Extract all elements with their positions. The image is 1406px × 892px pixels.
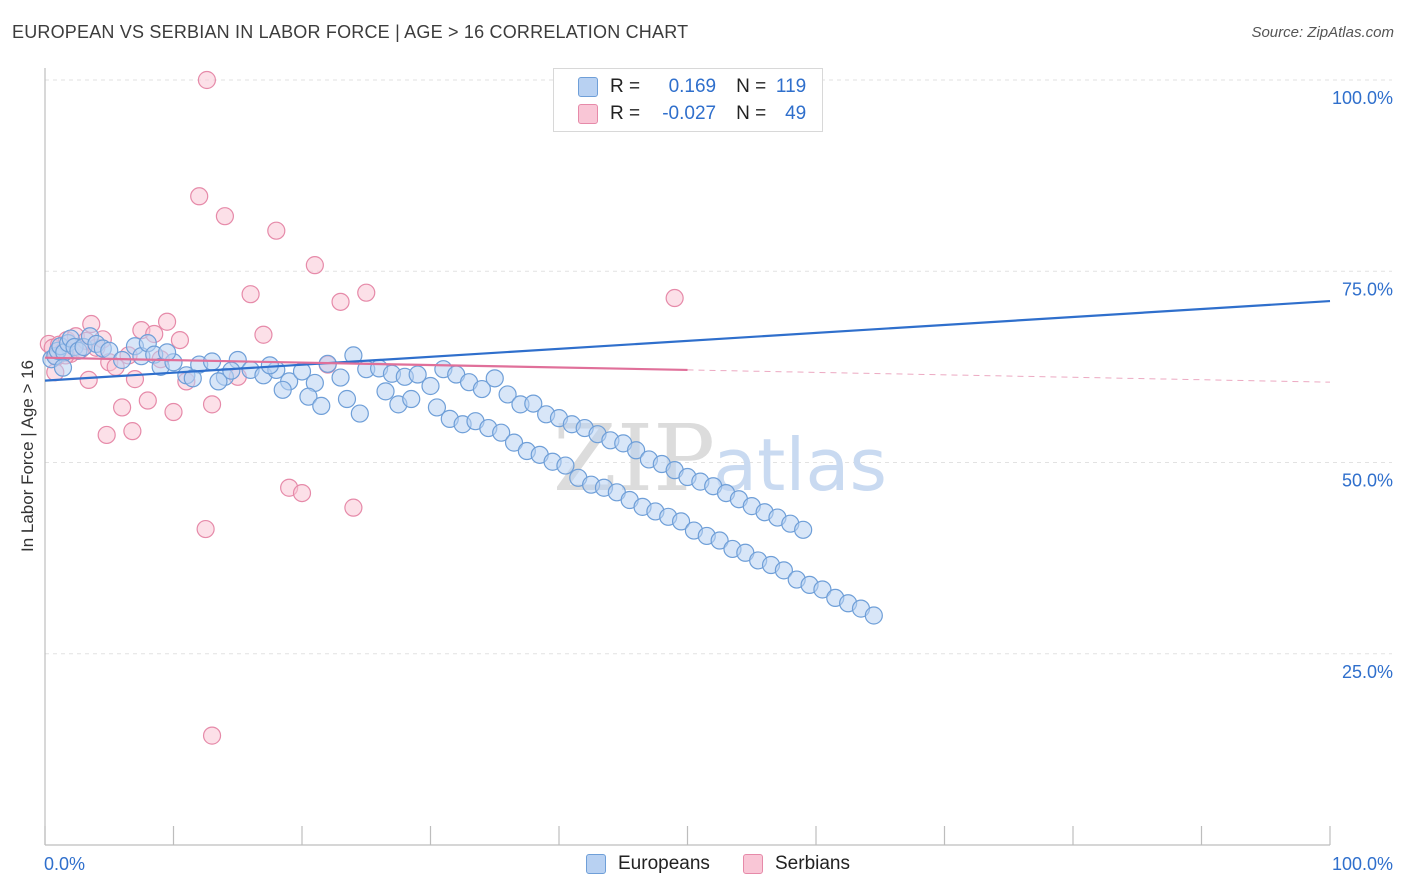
serbians-point-46 [202, 726, 222, 745]
serbians-n-label: N = [736, 103, 767, 124]
legend-row-europeans: R = 0.169 N = 119 [578, 75, 806, 99]
europeans-point-48 [524, 394, 543, 413]
europeans-point-80 [350, 404, 369, 423]
europeans-point-84 [427, 398, 447, 417]
serbians-trend-extension [687, 369, 1331, 383]
serbians-point-43 [97, 425, 116, 445]
europeans-point-78 [312, 396, 331, 415]
serbians-point-47 [197, 70, 217, 90]
europeans-legend-label: Europeans [618, 853, 710, 874]
europeans-point-106 [710, 531, 729, 550]
grid-lines [45, 79, 1392, 655]
serbians-point-42 [79, 370, 98, 389]
europeans-point-69 [794, 520, 813, 539]
serbians-n-value: 49 [785, 103, 807, 124]
legend-item-europeans[interactable]: Europeans [586, 852, 710, 876]
series-europeans-points [42, 327, 883, 625]
europeans-point-39 [408, 365, 427, 384]
europeans-point-114 [813, 580, 832, 599]
europeans-trend-line [44, 299, 1331, 382]
europeans-point-71 [157, 343, 177, 362]
europeans-point-79 [337, 389, 357, 409]
europeans-r-label: R = [610, 76, 641, 97]
europeans-point-74 [222, 361, 241, 380]
europeans-point-83 [402, 389, 421, 409]
y-tick-label-2: 75.0% [1342, 279, 1393, 299]
europeans-point-90 [504, 433, 524, 452]
serbians-point-34 [292, 484, 312, 503]
y-tick-label-1: 50.0% [1342, 471, 1393, 491]
europeans-point-46 [498, 385, 517, 404]
x-tick-label-1: 100.0% [1332, 854, 1393, 874]
serbians-point-27 [202, 395, 222, 414]
europeans-point-56 [626, 441, 646, 460]
serbians-point-19 [138, 391, 157, 410]
serbians-point-48 [665, 288, 684, 308]
europeans-n-label: N = [736, 76, 767, 97]
europeans-point-72 [183, 369, 202, 388]
x-tick-label-0: 0.0% [44, 854, 85, 874]
y-tick-label-3: 100.0% [1332, 88, 1393, 108]
serbians-r-label: R = [610, 103, 641, 124]
europeans-legend-swatch [586, 854, 606, 874]
trend-lines [44, 299, 1331, 383]
europeans-point-94 [556, 456, 575, 475]
serbians-legend-label: Serbians [775, 853, 850, 874]
serbians-point-24 [170, 331, 190, 350]
europeans-point-76 [273, 380, 292, 399]
serbians-point-39 [357, 283, 376, 302]
serbians-point-30 [241, 285, 260, 304]
europeans-point-44 [472, 379, 491, 399]
europeans-point-77 [299, 387, 318, 406]
europeans-point-73 [209, 372, 228, 391]
legend-item-serbians[interactable]: Serbians [743, 852, 850, 876]
europeans-r-value: 0.169 [668, 76, 717, 97]
serbians-trend-line [44, 356, 688, 372]
serbians-point-17 [125, 370, 145, 389]
europeans-n-value: 119 [775, 76, 807, 97]
serbians-legend-swatch [743, 854, 763, 874]
europeans-point-111 [774, 561, 793, 580]
serbians-point-45 [196, 519, 215, 539]
serbians-point-38 [344, 498, 363, 517]
serbians-point-37 [331, 292, 350, 311]
serbians-point-23 [164, 402, 183, 422]
europeans-swatch [578, 77, 598, 97]
axes [44, 68, 1331, 846]
europeans-point-70 [53, 358, 73, 377]
y-axis-label: In Labor Force | Age > 16 [18, 359, 37, 553]
europeans-point-81 [376, 382, 395, 401]
europeans-point-40 [421, 376, 440, 396]
correlation-legend: R = 0.169 N = 119 R = -0.027 N = 49 [553, 68, 823, 132]
serbians-point-22 [157, 312, 177, 331]
legend-row-serbians: R = -0.027 N = 49 [578, 102, 806, 126]
chart-title: EUROPEAN VS SERBIAN IN LABOR FORCE | AGE… [12, 22, 689, 42]
europeans-point-33 [331, 368, 350, 387]
europeans-point-103 [671, 512, 691, 531]
serbians-r-value: -0.027 [662, 103, 717, 124]
europeans-point-118 [864, 606, 883, 625]
source-credit: Source: ZipAtlas.com [1251, 24, 1394, 41]
tick-labels: 25.0% 50.0% 75.0% 100.0% 0.0% 100.0% [44, 88, 1393, 874]
serbians-point-15 [112, 398, 132, 417]
serbians-point-35 [305, 256, 324, 275]
serbians-point-31 [254, 325, 273, 344]
serbians-point-32 [267, 221, 286, 240]
europeans-point-89 [492, 423, 511, 442]
y-tick-label-0: 25.0% [1342, 662, 1393, 682]
serbians-point-44 [123, 422, 142, 441]
europeans-point-45 [485, 369, 504, 388]
serbians-point-28 [215, 207, 234, 226]
serbians-point-26 [190, 187, 209, 206]
serbians-swatch [578, 104, 598, 124]
